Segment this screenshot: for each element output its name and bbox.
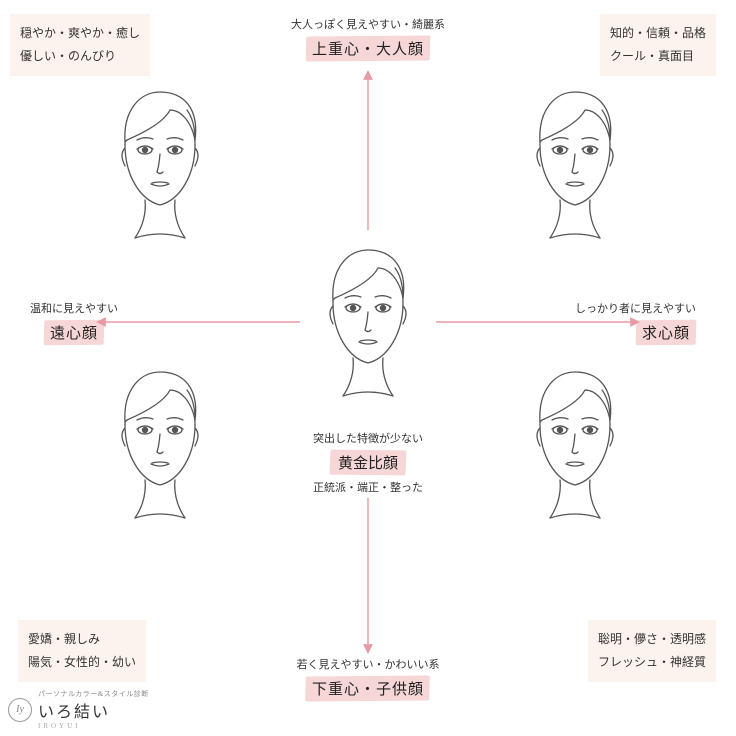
desc-br-2: フレッシュ・神経質: [598, 651, 706, 674]
desc-top-left: 穏やか・爽やか・癒し 優しい・のんびり: [10, 14, 150, 76]
desc-bl-1: 愛嬌・親しみ: [28, 628, 136, 651]
center-main: 黄金比顔: [330, 450, 406, 475]
axis-right-main: 求心顔: [636, 320, 696, 345]
desc-tr-1: 知的・信頼・品格: [610, 22, 706, 45]
axis-left-main: 遠心顔: [44, 320, 104, 345]
axis-left-sub: 温和に見えやすい: [30, 300, 118, 316]
logo-name: いろ結い: [38, 704, 110, 721]
center-sub-above: 突出した特徴が少ない: [313, 430, 423, 446]
face-top-left: [95, 80, 225, 240]
desc-bl-2: 陽気・女性的・幼い: [28, 651, 136, 674]
logo-mark-icon: Iy: [8, 698, 32, 722]
desc-tl-2: 優しい・のんびり: [20, 45, 140, 68]
axis-top-main: 上重心・大人顔: [306, 36, 430, 61]
brand-logo: Iy パーソナルカラー&スタイル診断 いろ結い IROYUI: [8, 690, 149, 730]
desc-bottom-left: 愛嬌・親しみ 陽気・女性的・幼い: [18, 620, 146, 682]
axis-bottom-main: 下重心・子供顔: [306, 676, 430, 701]
desc-top-right: 知的・信頼・品格 クール・真面目: [600, 14, 716, 76]
face-mid-right: [510, 360, 640, 520]
axis-left: 温和に見えやすい 遠心顔: [30, 300, 118, 345]
logo-tiny: パーソナルカラー&スタイル診断: [38, 690, 149, 698]
desc-br-1: 聡明・儚さ・透明感: [598, 628, 706, 651]
desc-bottom-right: 聡明・儚さ・透明感 フレッシュ・神経質: [588, 620, 716, 682]
diagram-canvas: 大人っぽく見えやすい・綺麗系 上重心・大人顔 若く見えやすい・かわいい系 下重心…: [0, 0, 736, 736]
axis-bottom: 若く見えやすい・かわいい系 下重心・子供顔: [297, 656, 440, 701]
axis-bottom-sub: 若く見えやすい・かわいい系: [297, 656, 440, 672]
axis-top-sub: 大人っぽく見えやすい・綺麗系: [291, 16, 445, 32]
face-center: [303, 238, 433, 398]
axis-right: しっかり者に見えやすい 求心顔: [575, 300, 696, 345]
center-label: 突出した特徴が少ない 黄金比顔 正統派・端正・整った: [313, 430, 423, 495]
axis-top: 大人っぽく見えやすい・綺麗系 上重心・大人顔: [291, 16, 445, 61]
logo-roma: IROYUI: [38, 722, 149, 730]
axis-right-sub: しっかり者に見えやすい: [575, 300, 696, 316]
center-sub-below: 正統派・端正・整った: [313, 479, 423, 495]
face-top-right: [510, 80, 640, 240]
desc-tl-1: 穏やか・爽やか・癒し: [20, 22, 140, 45]
desc-tr-2: クール・真面目: [610, 45, 706, 68]
face-mid-left: [95, 360, 225, 520]
